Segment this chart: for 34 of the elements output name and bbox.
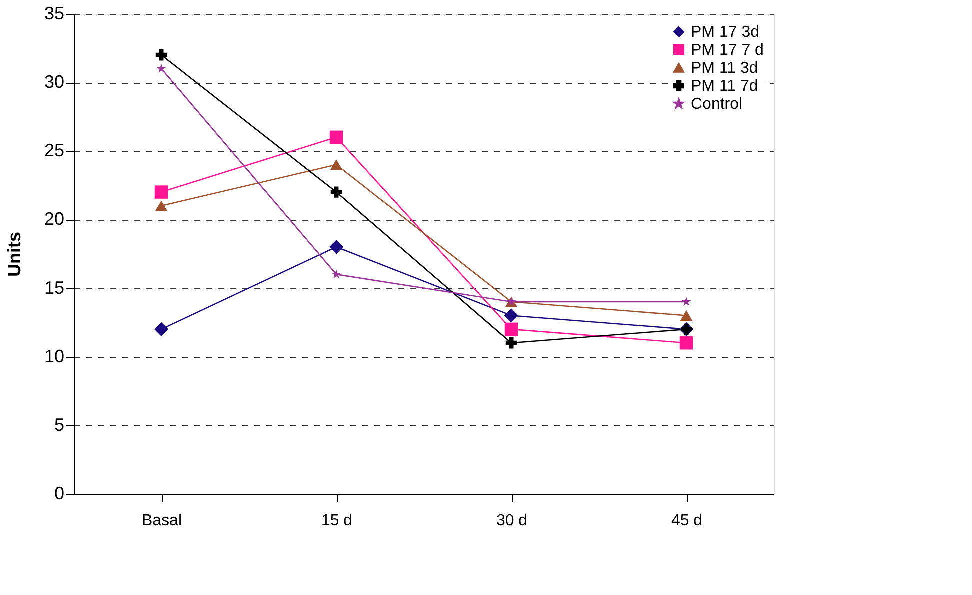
point <box>330 130 344 144</box>
point <box>504 322 518 336</box>
y-tick-label: 20 <box>44 209 64 230</box>
y-tick-label: 15 <box>44 278 64 298</box>
point <box>330 186 342 198</box>
point <box>506 338 518 349</box>
y-axis-title: Units <box>4 232 24 277</box>
legend-label: PM 11 3d <box>691 60 758 77</box>
point <box>156 50 168 61</box>
point <box>155 200 168 212</box>
y-tick-label: 30 <box>44 72 64 92</box>
y-tick-label: 10 <box>44 346 64 366</box>
point <box>680 336 694 350</box>
x-tick-label: 45 d <box>671 512 703 530</box>
point <box>154 186 168 199</box>
point <box>156 64 166 73</box>
point <box>332 270 342 279</box>
legend-label: PM 17 3d <box>691 24 760 41</box>
point <box>680 310 693 322</box>
legend-label: PM 11 7d <box>691 78 758 95</box>
x-tick-label: 15 d <box>321 512 353 530</box>
point <box>682 297 692 306</box>
legend-label: PM 17 7 d <box>691 42 764 59</box>
x-tick-label: 30 d <box>496 512 528 530</box>
x-tick-label: Basal <box>142 512 182 530</box>
point <box>329 240 344 254</box>
y-tick-label: 35 <box>44 4 64 24</box>
legend-label: Control <box>691 96 743 113</box>
y-tick-label: 5 <box>54 414 64 435</box>
point <box>330 160 343 170</box>
y-tick-label: 0 <box>54 484 64 504</box>
point <box>154 322 169 336</box>
y-tick-label: 25 <box>44 140 64 161</box>
point <box>504 308 519 323</box>
